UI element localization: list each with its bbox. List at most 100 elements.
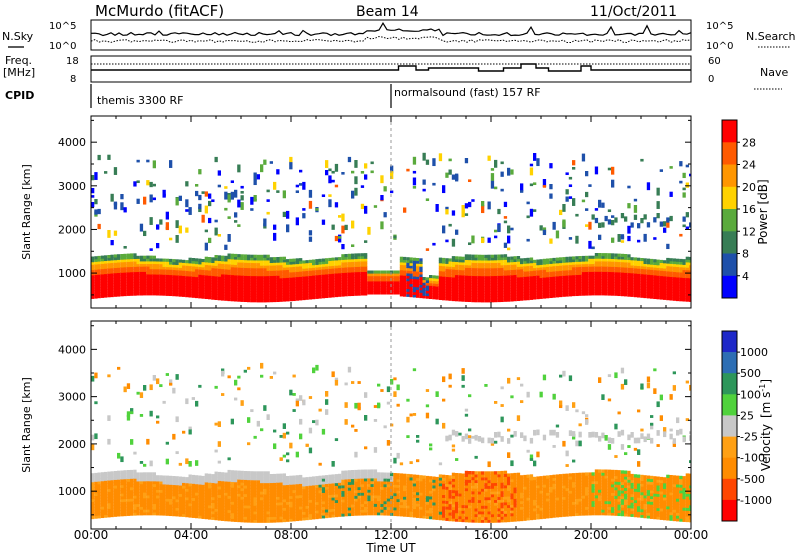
velocity-cell [172, 507, 176, 511]
power-cell [104, 276, 108, 280]
power-cell [344, 274, 348, 279]
power-cell [279, 280, 283, 284]
power-cell [162, 282, 166, 286]
power-cell [526, 286, 530, 290]
power-cell [458, 295, 462, 299]
velocity-cell [247, 485, 251, 489]
power-cell [539, 293, 543, 297]
power-cell [315, 293, 319, 297]
velocity-cell [123, 473, 127, 477]
velocity-cell [334, 491, 339, 495]
power-cell [237, 269, 241, 273]
power-cell [273, 291, 277, 295]
power-cell [575, 282, 579, 286]
velocity-cell [240, 510, 244, 514]
power-cell [97, 274, 101, 278]
power-cell [260, 270, 264, 274]
velocity-cell [208, 516, 212, 520]
velocity-cell [383, 492, 387, 496]
power-cell [318, 274, 322, 278]
power-cell [123, 246, 127, 249]
power-cell [591, 258, 595, 262]
velocity-cell [139, 503, 144, 507]
power-cell [139, 268, 144, 272]
power-cell [425, 295, 430, 299]
power-cell [435, 288, 439, 292]
power-cell [247, 283, 251, 287]
power-cell [487, 286, 491, 290]
power-cell [672, 282, 676, 286]
power-cell [604, 253, 608, 257]
power-cell [139, 258, 144, 262]
power-cell [630, 267, 634, 271]
power-cell [130, 274, 134, 278]
power-cell [120, 282, 124, 286]
power-cell [360, 266, 365, 270]
power-cell [568, 184, 573, 188]
velocity-cell [247, 505, 251, 509]
power-cell [448, 289, 452, 294]
power-cell [604, 281, 608, 286]
velocity-cell [344, 470, 348, 474]
velocity-cell [373, 472, 378, 476]
velocity-cell [302, 480, 306, 484]
power-cell [474, 299, 478, 303]
power-cell [500, 161, 504, 165]
velocity-cell [377, 489, 381, 493]
power-cell [347, 261, 352, 265]
power-cell [97, 295, 101, 299]
velocity-cell [325, 506, 329, 510]
power-cell [399, 288, 404, 292]
power-cell [97, 261, 101, 265]
power-cell [182, 278, 186, 282]
power-cell [568, 259, 573, 263]
power-cell [637, 291, 641, 295]
velocity-cell [373, 495, 378, 499]
power-cell [396, 273, 400, 277]
power-cell [107, 262, 111, 266]
power-cell [237, 296, 241, 300]
power-cell [669, 279, 673, 283]
power-cell [172, 282, 176, 286]
power-cell [133, 266, 137, 270]
velocity-cell [354, 486, 358, 491]
power-cell [380, 288, 384, 292]
velocity-cell [354, 501, 358, 505]
velocity-cell [373, 509, 378, 513]
power-cell [269, 291, 273, 295]
power-cell [295, 266, 299, 270]
power-cell [227, 256, 231, 260]
power-cell [227, 253, 231, 257]
velocity-cell [260, 482, 264, 487]
power-cell [305, 281, 309, 285]
power-cell [169, 287, 173, 291]
power-cell [533, 270, 537, 274]
power-cell [455, 258, 459, 263]
velocity-cell [110, 499, 114, 503]
power-cell [299, 263, 303, 267]
power-cell [256, 299, 260, 303]
power-cell [113, 285, 118, 290]
velocity-cell [143, 497, 147, 502]
power-cell [409, 283, 413, 287]
velocity-cell [211, 474, 215, 478]
power-cell [542, 295, 547, 299]
power-cell [221, 287, 225, 291]
power-cell [221, 289, 225, 293]
velocity-cell [195, 483, 199, 488]
power-cell [549, 163, 553, 169]
velocity-cell [217, 517, 221, 521]
power-cell [507, 298, 511, 302]
velocity-cell [351, 512, 355, 516]
velocity-cell [214, 494, 218, 498]
power-cells [91, 152, 691, 303]
power-cell [94, 274, 98, 278]
power-cell [503, 242, 508, 248]
power-cell [182, 265, 186, 269]
power-cell [438, 286, 443, 290]
power-cell [685, 277, 689, 281]
power-cell [490, 291, 495, 295]
power-cell [588, 292, 592, 296]
power-cell [136, 279, 140, 283]
power-cell [263, 288, 267, 292]
